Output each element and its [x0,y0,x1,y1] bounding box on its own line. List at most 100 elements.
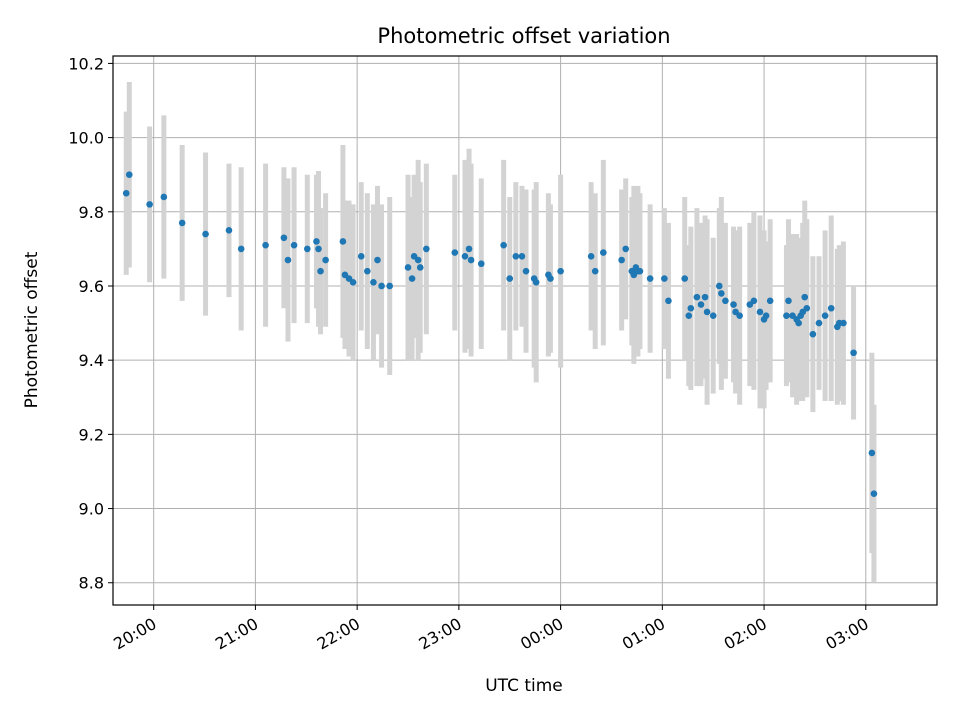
data-point [304,245,311,253]
data-point [465,245,473,253]
data-point [762,312,770,319]
chart-title: Photometric offset variation [377,24,670,48]
data-point [467,256,475,264]
data-point [160,193,168,201]
data-point [783,312,790,319]
data-point [317,267,324,275]
y-tick-label: 9.6 [79,277,104,296]
x-tick-label: 02:00 [721,614,770,654]
data-point [386,282,394,290]
data-point [766,297,774,305]
data-point [506,275,514,282]
data-point [661,275,668,282]
y-tick-label: 9.2 [79,425,104,444]
data-point [416,264,424,271]
x-tick-label: 01:00 [619,614,668,654]
data-point [870,490,878,498]
data-point [815,319,823,327]
data-point [697,301,705,308]
x-tick-label: 21:00 [212,614,261,654]
data-point [600,249,607,256]
x-axis: 20:00 21:00 22:00 23:00 00:00 01:00 02:00 03:00 [110,605,872,654]
data-point [685,312,693,319]
data-point [665,297,672,305]
data-point [701,293,709,301]
data-point [522,267,530,275]
data-point [795,319,802,327]
data-point [313,238,320,245]
data-point [374,256,381,264]
data-point [349,278,357,286]
x-tick-label: 00:00 [517,614,566,654]
data-point [821,312,829,319]
data-point [687,304,695,312]
data-point [315,245,322,253]
data-point [122,189,130,197]
data-point [730,301,737,308]
data-point [622,245,630,253]
data-point [146,201,153,208]
data-point [716,282,723,290]
data-point [840,319,847,327]
data-point [750,297,758,305]
data-point [646,275,654,282]
data-point [681,275,689,282]
data-point [125,171,133,179]
y-tick-label: 9.0 [79,500,104,519]
data-point [709,312,717,319]
data-point [756,308,764,316]
data-point [547,275,554,282]
data-point [850,349,857,357]
y-tick-label: 10.2 [68,54,104,73]
y-tick-label: 8.8 [79,574,104,593]
x-tick-label: 23:00 [415,614,464,654]
data-point [703,308,711,316]
data-point [414,256,422,264]
data-point [461,253,469,260]
y-axis-label: Photometric offset [22,251,42,408]
data-point [868,449,876,457]
data-point [827,304,835,312]
data-point [364,267,371,275]
data-point [532,278,540,286]
data-point [736,312,743,319]
y-tick-label: 9.4 [79,351,104,370]
data-points [122,171,878,498]
x-tick-label: 20:00 [110,614,159,654]
data-point [408,275,416,282]
data-point [803,304,811,312]
x-tick-label: 22:00 [314,614,363,654]
x-tick-label: 03:00 [822,614,871,654]
data-point [178,219,186,227]
y-tick-label: 10.0 [68,129,104,148]
data-point [557,267,564,275]
data-point [378,282,385,290]
data-point [591,267,599,275]
data-point [636,267,644,275]
data-point [451,249,459,256]
data-point [801,293,809,301]
data-point [423,245,430,253]
data-point [809,330,817,338]
x-axis-label: UTC time [485,676,563,696]
data-point [284,256,292,264]
data-point [290,241,298,249]
data-point [202,230,209,238]
data-point [512,253,520,260]
data-point [370,278,377,286]
data-point [339,238,347,245]
data-point [718,290,725,297]
data-point [280,234,288,242]
data-point [722,297,729,305]
data-point [618,256,625,264]
data-point [477,260,485,268]
data-point [500,241,507,249]
data-point [237,245,245,253]
data-point [262,241,269,249]
data-point [518,253,526,260]
error-bars [123,81,877,583]
data-point [693,293,701,301]
data-point [357,253,365,260]
data-point [785,297,792,305]
